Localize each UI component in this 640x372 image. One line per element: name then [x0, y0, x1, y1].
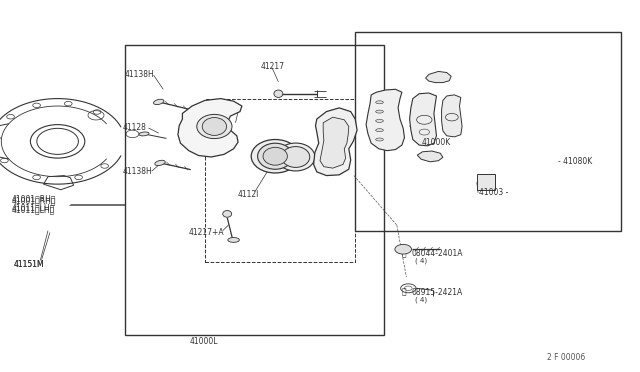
Bar: [477, 174, 495, 190]
Ellipse shape: [197, 114, 232, 138]
Text: Ⓦ: Ⓦ: [402, 288, 406, 296]
Text: 4112I: 4112I: [238, 190, 259, 199]
Polygon shape: [417, 151, 443, 162]
Text: 41128: 41128: [123, 123, 147, 132]
Ellipse shape: [376, 138, 383, 141]
Text: 2 F 00006: 2 F 00006: [547, 353, 586, 362]
Circle shape: [395, 244, 412, 254]
Ellipse shape: [154, 99, 164, 105]
Ellipse shape: [376, 119, 383, 122]
Ellipse shape: [276, 143, 315, 171]
Ellipse shape: [155, 160, 165, 166]
Text: 41151M: 41151M: [14, 260, 45, 269]
Ellipse shape: [202, 118, 227, 135]
Bar: [205, 99, 355, 262]
Text: 41151M: 41151M: [14, 260, 45, 269]
Text: - 41080K: - 41080K: [558, 157, 593, 166]
Text: 41217: 41217: [261, 62, 285, 71]
Text: 41011〈LH〉: 41011〈LH〉: [12, 204, 55, 213]
Ellipse shape: [251, 140, 300, 173]
Text: 41003 -: 41003 -: [479, 188, 508, 197]
Ellipse shape: [282, 147, 310, 167]
Text: 41011〈LH〉: 41011〈LH〉: [12, 206, 55, 215]
Polygon shape: [178, 99, 242, 157]
Text: ( 4): ( 4): [415, 296, 427, 303]
Text: 41138H: 41138H: [123, 167, 152, 176]
Text: ( 4): ( 4): [415, 258, 427, 264]
Text: 41217+A: 41217+A: [189, 228, 225, 237]
Text: 08915-2421A: 08915-2421A: [412, 288, 463, 296]
Polygon shape: [314, 108, 357, 176]
Text: 41000K: 41000K: [422, 138, 451, 147]
Polygon shape: [320, 117, 349, 168]
Ellipse shape: [228, 237, 239, 243]
Text: 41000L: 41000L: [189, 337, 218, 346]
Text: 41001〈RH〉: 41001〈RH〉: [12, 195, 56, 203]
Bar: [125, 45, 384, 335]
Polygon shape: [366, 89, 404, 151]
Ellipse shape: [376, 129, 383, 132]
Polygon shape: [442, 95, 462, 137]
Ellipse shape: [274, 90, 283, 97]
Ellipse shape: [139, 132, 149, 136]
Text: Ⓑ: Ⓑ: [402, 249, 406, 258]
Polygon shape: [426, 71, 451, 83]
Text: 41138H: 41138H: [125, 70, 154, 79]
Text: 08044-2401A: 08044-2401A: [412, 249, 463, 258]
Polygon shape: [410, 93, 436, 146]
Ellipse shape: [376, 110, 383, 113]
Ellipse shape: [257, 143, 293, 169]
Ellipse shape: [223, 211, 232, 217]
Ellipse shape: [263, 147, 287, 165]
Text: 41001〈RH〉: 41001〈RH〉: [12, 196, 56, 205]
Ellipse shape: [376, 101, 383, 104]
Bar: [355, 32, 621, 231]
